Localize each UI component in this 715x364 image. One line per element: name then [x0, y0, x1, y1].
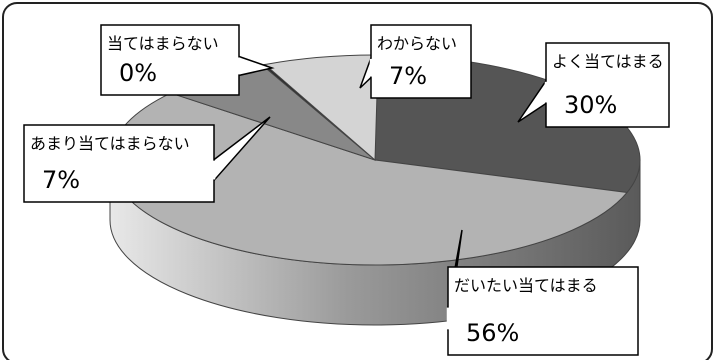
slice-label: だいたい当てはまる: [454, 276, 598, 295]
slice-label: 当てはまらない: [107, 34, 219, 53]
callout-box: [23, 124, 215, 203]
callout-4: 当てはまらない 0%: [100, 24, 275, 96]
callout-2: だいたい当てはまる 56%: [446, 229, 639, 356]
slice-value-label: 7%: [389, 62, 427, 90]
callout-box: [370, 24, 472, 99]
slice-value-label: 30%: [564, 91, 617, 119]
callout-3: あまり当てはまらない 7%: [23, 116, 271, 203]
slice-label: よく当てはまる: [552, 52, 664, 71]
slice-value-label: 0%: [119, 59, 157, 87]
callout-5: わからない 7%: [359, 24, 472, 99]
slice-value-label: 56%: [466, 319, 519, 347]
callout-box: [100, 24, 240, 96]
slice-label: わからない: [377, 34, 457, 53]
slice-label: あまり当てはまらない: [30, 134, 190, 153]
callout-box: [447, 266, 639, 356]
callout-1: よく当てはまる 30%: [517, 42, 670, 128]
slice-value-label: 7%: [42, 166, 80, 194]
